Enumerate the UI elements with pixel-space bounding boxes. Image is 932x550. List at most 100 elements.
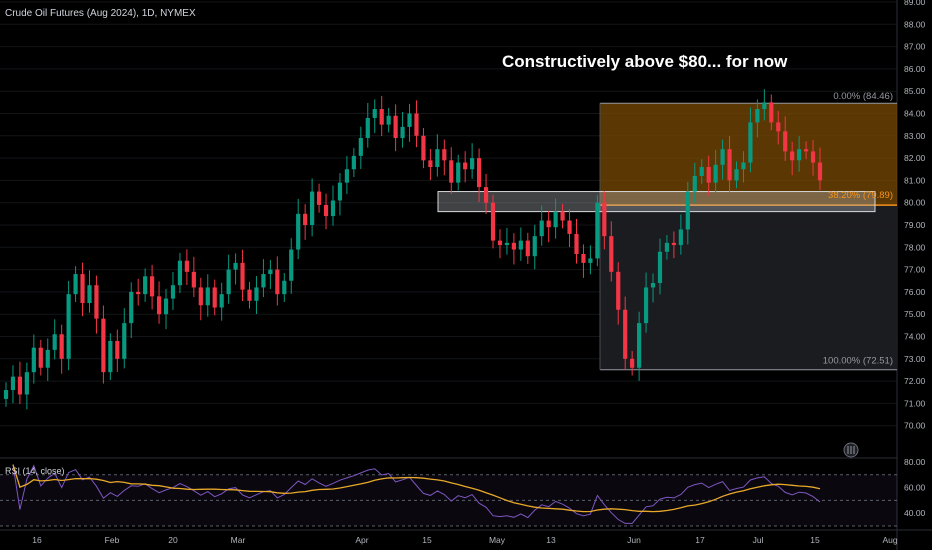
candle-body	[449, 160, 454, 183]
candle-body	[650, 282, 656, 288]
candle-body	[129, 291, 134, 324]
candle-body	[783, 131, 788, 152]
candle-body	[643, 287, 649, 324]
candle-body	[108, 340, 113, 373]
candle-body	[38, 347, 43, 368]
price-tick-label: 74.00	[904, 332, 926, 342]
candle-body	[150, 276, 155, 297]
price-tick-label: 73.00	[904, 354, 926, 364]
price-tick-label: 75.00	[904, 309, 926, 319]
candle-body	[532, 236, 537, 257]
candle-body	[205, 287, 210, 306]
price-tick-label: 83.00	[904, 131, 926, 141]
candle-body	[553, 211, 558, 228]
candle-body	[115, 340, 120, 359]
candle-body	[810, 151, 816, 163]
fib-label-38: 38.20% (79.89)	[828, 190, 893, 201]
time-tick-label: 15	[422, 535, 432, 545]
candle-body	[330, 200, 336, 217]
candle-body	[817, 162, 823, 181]
candle-body	[497, 240, 503, 246]
candle-body	[769, 102, 774, 123]
candle-body	[664, 242, 670, 252]
rsi-panel	[0, 464, 897, 527]
price-tick-label: 87.00	[904, 42, 926, 52]
candle-body	[101, 318, 106, 373]
candle-body	[59, 334, 64, 359]
candle-body	[414, 113, 419, 136]
candle-body	[10, 376, 16, 391]
candle-body	[748, 122, 753, 163]
misc-icons	[843, 442, 859, 458]
scroll-icon-glyph	[847, 446, 855, 454]
candle-body	[518, 240, 523, 250]
candle-body	[45, 349, 50, 368]
candle-body	[741, 162, 746, 170]
candle-body	[184, 260, 189, 272]
candle-body	[574, 233, 579, 254]
time-tick-label: Mar	[231, 535, 246, 545]
candle-body	[344, 169, 350, 183]
price-tick-label: 80.00	[904, 198, 926, 208]
time-tick-label: 20	[168, 535, 178, 545]
candle-body	[170, 285, 176, 299]
candle-body	[616, 271, 621, 310]
candle-body	[31, 347, 36, 373]
candle-body	[24, 372, 29, 395]
candle-body	[734, 169, 739, 181]
candle-body	[706, 167, 711, 183]
candle-body	[261, 274, 266, 288]
candle-body	[602, 202, 607, 237]
candle-body	[776, 122, 781, 132]
candle-body	[310, 191, 315, 225]
candle-body	[692, 175, 697, 192]
instrument-title: Crude Oil Futures (Aug 2024), 1D, NYMEX	[5, 8, 196, 19]
candle-body	[219, 294, 224, 308]
time-tick-label: Aug	[882, 535, 897, 545]
time-tick-label: May	[489, 535, 506, 545]
candle-body	[630, 358, 635, 368]
candle-body	[470, 158, 475, 170]
rsi-tick-label: 80.00	[904, 457, 926, 467]
price-tick-label: 72.00	[904, 376, 926, 386]
candle-body	[136, 291, 141, 295]
candle-body	[797, 149, 802, 161]
candle-body	[490, 202, 496, 241]
price-tick-label: 82.00	[904, 153, 926, 163]
candle-body	[365, 117, 370, 139]
candle-body	[191, 271, 196, 288]
time-tick-label: 17	[695, 535, 705, 545]
time-axis[interactable]: 16 Feb 20 Mar Apr 15 May 13 Jun 17 Jul 15 Aug	[32, 535, 898, 545]
time-tick-label: 13	[546, 535, 556, 545]
candle-body	[504, 242, 510, 246]
time-tick-label: 16	[32, 535, 42, 545]
candle-body	[588, 258, 593, 263]
candle-body	[3, 390, 9, 399]
price-tick-label: 81.00	[904, 175, 926, 185]
candle-body	[407, 113, 412, 127]
candle-body	[560, 211, 565, 221]
candle-body	[483, 187, 489, 203]
candle-body	[546, 220, 551, 228]
price-axis[interactable]: 89.00 88.00 87.00 86.00 85.00 84.00 83.00 82.00…	[904, 0, 926, 518]
candle-body	[233, 262, 238, 270]
candle-body	[685, 191, 690, 230]
candle-body	[567, 220, 572, 234]
candle-body	[156, 296, 162, 315]
candle-body	[316, 191, 322, 205]
candle-body	[595, 202, 600, 259]
rsi-tick-label: 60.00	[904, 483, 926, 493]
price-tick-label: 78.00	[904, 242, 926, 252]
price-tick-label: 77.00	[904, 265, 926, 275]
candle-body	[400, 126, 405, 139]
candle-body	[456, 162, 461, 183]
price-tick-label: 85.00	[904, 86, 926, 96]
candle-body	[442, 149, 447, 161]
candle-body	[87, 285, 92, 304]
candle-body	[476, 158, 482, 188]
candle-body	[143, 276, 148, 295]
fib-labels: 0.00% (84.46) 38.20% (79.89) 100.00% (72.5…	[823, 91, 893, 366]
candle-body	[177, 260, 183, 286]
candle-body	[198, 287, 203, 306]
